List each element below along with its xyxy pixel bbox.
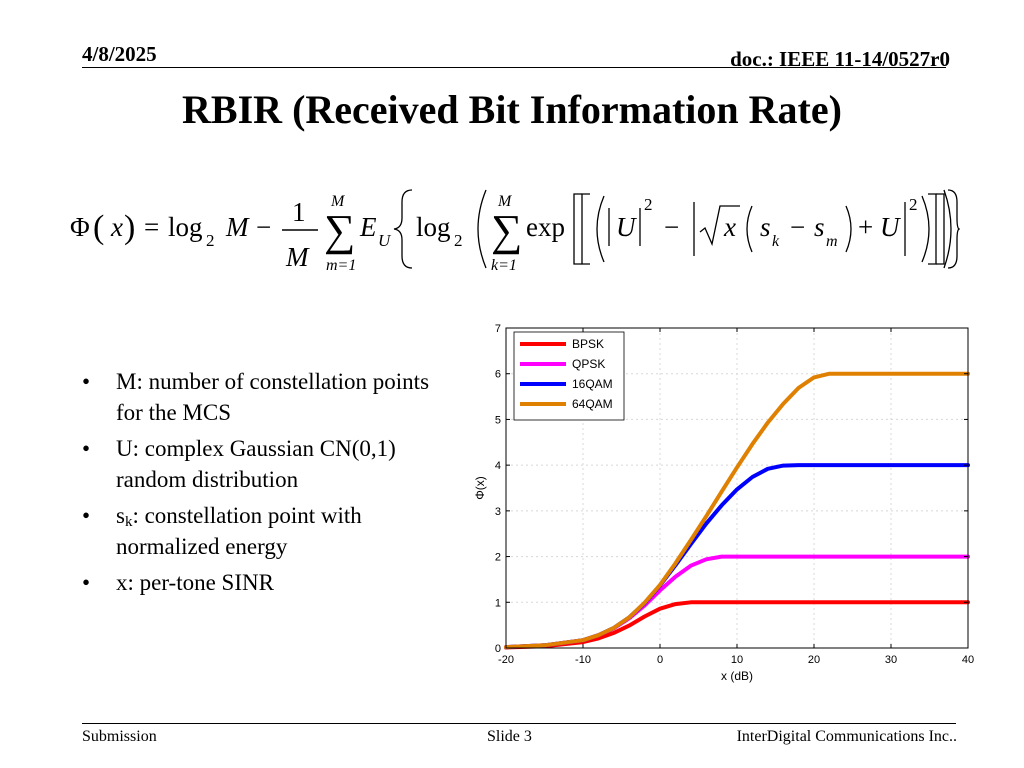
formula-log2-base: 2 [454, 231, 463, 250]
footer-rule [82, 723, 956, 724]
formula-frac-den: M [285, 242, 310, 272]
formula-s-m-sub: m [826, 233, 838, 250]
legend-label: 16QAM [572, 377, 613, 391]
x-tick-label: 20 [808, 654, 820, 666]
slide-title: RBIR (Received Bit Information Rate) [182, 87, 842, 132]
formula-sum1: ∑ [324, 206, 355, 255]
bullet-M: • M: number of constellation points for … [82, 366, 452, 428]
header-doc-id: doc.: IEEE 11-14/0527r0 [730, 47, 950, 71]
chart-legend: BPSK QPSK 16QAM 64QAM [513, 331, 625, 421]
y-tick-label: 0 [495, 643, 501, 655]
formula-sq2: 2 [909, 195, 918, 214]
y-tick-label: 4 [495, 460, 501, 472]
chart-y-label: Φ(x) [473, 476, 487, 500]
bullet-text: x: per-tone SINR [116, 570, 274, 595]
rbir-formula: Φ ( x ) = log 2 M − 1 M M ∑ m=1 E U log … [70, 189, 960, 274]
chart-ticks: -20 -10 0 10 20 30 40 0 1 2 3 4 5 6 7 [495, 323, 974, 666]
formula-paren2-close [921, 195, 930, 263]
formula-brace-close [947, 189, 960, 269]
legend-label: QPSK [572, 357, 605, 371]
formula-sqrt [699, 205, 740, 247]
formula-E-sub: U [378, 231, 392, 250]
formula-minus: − [256, 212, 271, 242]
formula-log-base: 2 [206, 231, 215, 250]
x-tick-label: 0 [657, 654, 663, 666]
x-tick-label: 40 [962, 654, 974, 666]
formula-U1: U [616, 212, 637, 242]
formula-E: E [359, 212, 377, 242]
bullet-dot: • [82, 570, 91, 595]
formula-minus2: − [664, 212, 679, 242]
formula-x: x [110, 212, 123, 242]
x-tick-label: 10 [731, 654, 743, 666]
bullet-text-sub: k [124, 514, 133, 530]
header-rule [82, 67, 946, 68]
formula-bracket-inner-close [928, 193, 937, 265]
footer-slide-number: Slide 3 [487, 728, 532, 745]
formula-brace-open [393, 189, 413, 269]
formula-plus: + [858, 212, 873, 242]
formula-paren2-open [596, 195, 605, 263]
formula-sq1: 2 [644, 195, 653, 214]
bullet-text: M: number of constellation points for th… [116, 369, 430, 425]
formula-s-k-sub: k [772, 233, 780, 250]
formula-exp: exp [526, 212, 565, 242]
formula-paren3-open [746, 205, 753, 253]
legend-label: BPSK [572, 337, 604, 351]
chart-series-group [504, 371, 970, 650]
x-tick-label: 30 [885, 654, 897, 666]
bullet-dot: • [82, 369, 91, 394]
formula-sum1-lower: m=1 [326, 257, 356, 274]
bullet-x: • x: per-tone SINR [82, 567, 452, 598]
formula-bracket-inner-open [581, 193, 590, 265]
bullet-text: : constellation point with normalized en… [116, 503, 362, 559]
formula-s-k: s [760, 212, 771, 242]
formula-log2: log [416, 212, 451, 242]
formula-M: M [225, 212, 250, 242]
bullet-dot: • [82, 436, 91, 461]
formula-bigparen-close [943, 189, 952, 269]
formula-bracket-outer-close [936, 193, 945, 265]
rbir-chart: -20 -10 0 10 20 30 40 0 1 2 3 4 5 6 7 x (dB) Φ(x) BPSK… [473, 323, 974, 683]
formula-minus3: − [790, 212, 805, 242]
y-tick-label: 5 [495, 414, 501, 426]
formula-paren3-close [845, 205, 852, 253]
formula-frac-num: 1 [292, 197, 306, 227]
y-tick-label: 7 [495, 323, 501, 335]
bullet-text-prefix: s [116, 503, 125, 528]
formula-sum2-upper: M [497, 193, 513, 210]
formula-bracket-outer-open [573, 193, 582, 265]
formula-equals: = [144, 212, 159, 242]
definitions-list: • M: number of constellation points for … [82, 366, 452, 603]
formula-U2: U [880, 212, 901, 242]
series-line-bpsk [504, 600, 970, 650]
bullet-sk: • sk: constellation point with normalize… [82, 500, 452, 562]
footer-company: InterDigital Communications Inc.. [736, 728, 957, 745]
header-date: 4/8/2025 [82, 42, 157, 66]
formula-sum1-upper: M [330, 193, 346, 210]
footer-submission: Submission [82, 728, 157, 745]
chart-x-label: x (dB) [721, 669, 753, 683]
x-tick-label: -20 [498, 654, 514, 666]
series-line-64qam [504, 371, 970, 650]
bullet-dot: • [82, 503, 91, 528]
formula-sum2-lower: k=1 [491, 257, 517, 274]
y-tick-label: 3 [495, 506, 501, 518]
y-tick-label: 1 [495, 597, 501, 609]
legend-label: 64QAM [572, 397, 613, 411]
formula-s-m: s [814, 212, 825, 242]
y-tick-label: 2 [495, 552, 501, 564]
formula-paren-open: ( [93, 209, 104, 246]
x-tick-label: -10 [575, 654, 591, 666]
y-tick-label: 6 [495, 369, 501, 381]
bullet-text: U: complex Gaussian CN(0,1) random distr… [116, 436, 396, 492]
formula-log: log [168, 212, 203, 242]
formula-sqrt-x: x [723, 212, 736, 242]
formula-bigparen-open [477, 189, 487, 269]
formula-paren-close: ) [124, 209, 135, 246]
formula-phi: Φ [70, 212, 90, 242]
formula-sum2: ∑ [491, 206, 522, 255]
bullet-U: • U: complex Gaussian CN(0,1) random dis… [82, 433, 452, 495]
